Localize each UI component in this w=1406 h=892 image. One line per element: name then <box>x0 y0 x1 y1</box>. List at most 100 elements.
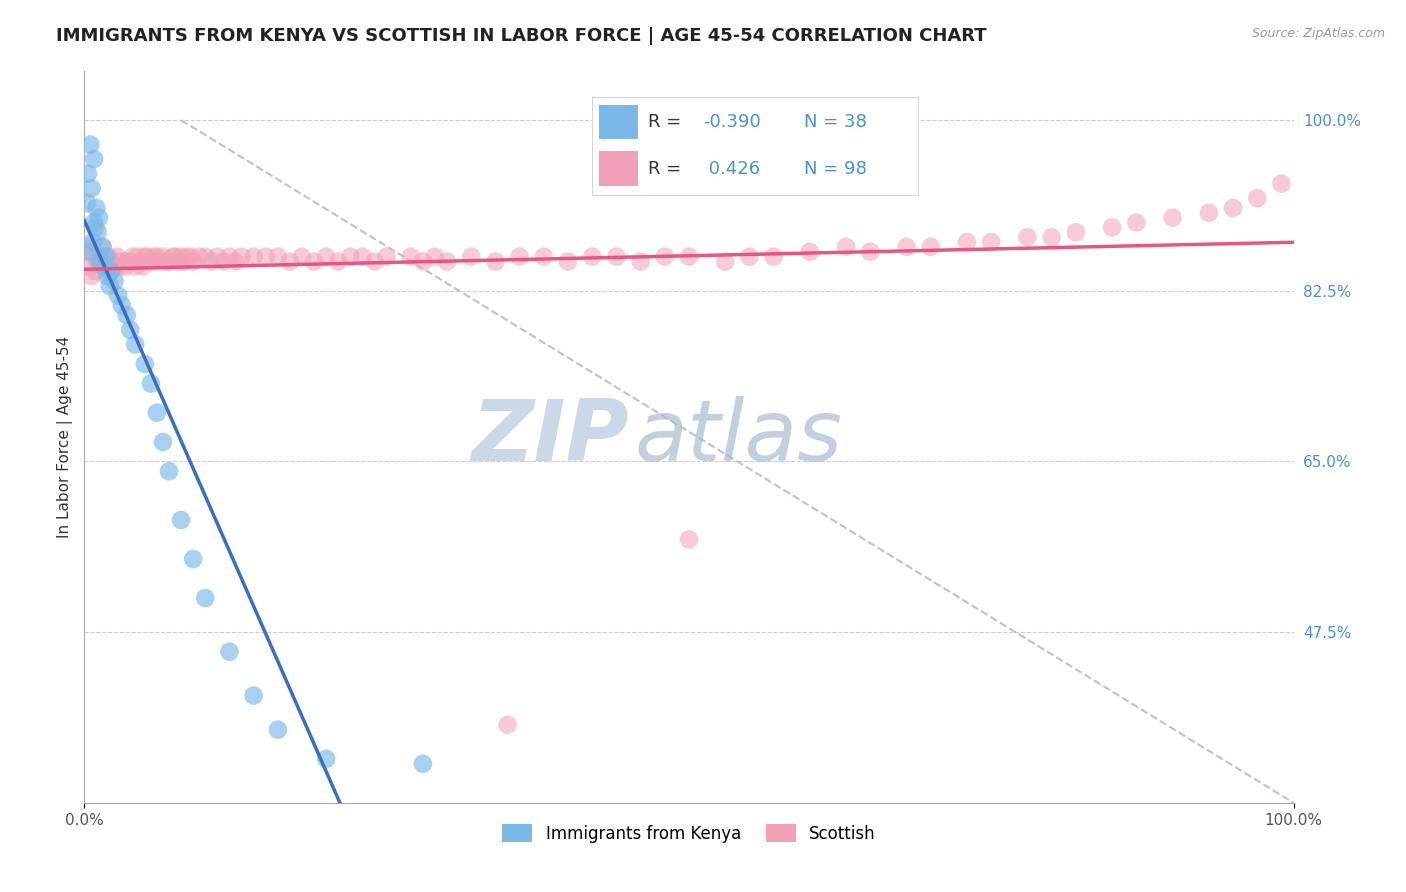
Point <box>136 250 159 264</box>
Point <box>207 250 229 264</box>
Point <box>605 250 627 264</box>
Point <box>124 260 146 274</box>
Point <box>956 235 979 249</box>
Point <box>112 254 135 268</box>
Point <box>363 254 385 268</box>
Point <box>76 196 98 211</box>
Point <box>533 250 555 264</box>
Point <box>77 167 100 181</box>
Point <box>200 254 222 268</box>
Point <box>714 254 737 268</box>
Y-axis label: In Labor Force | Age 45-54: In Labor Force | Age 45-54 <box>58 336 73 538</box>
Point <box>84 220 107 235</box>
Point <box>104 274 127 288</box>
Point <box>1064 225 1087 239</box>
Point <box>1161 211 1184 225</box>
Point <box>100 264 122 278</box>
Point <box>165 250 187 264</box>
Point <box>110 260 132 274</box>
Point <box>79 137 101 152</box>
Point <box>242 689 264 703</box>
Point <box>139 376 162 391</box>
Point <box>148 254 170 268</box>
Point <box>896 240 918 254</box>
Point <box>129 254 152 268</box>
Point <box>194 250 217 264</box>
Point <box>155 254 177 268</box>
Point <box>86 254 108 268</box>
Point <box>100 254 122 268</box>
Point <box>218 645 240 659</box>
Point <box>170 250 193 264</box>
Point <box>225 254 247 268</box>
Point <box>121 250 143 264</box>
Legend: Immigrants from Kenya, Scottish: Immigrants from Kenya, Scottish <box>495 818 883 849</box>
Point <box>157 464 180 478</box>
Point <box>738 250 761 264</box>
Point <box>630 254 652 268</box>
Point <box>180 250 202 264</box>
Point <box>557 254 579 268</box>
Point <box>127 250 149 264</box>
Point <box>146 250 169 264</box>
Point <box>107 288 129 302</box>
Point <box>173 254 195 268</box>
Point <box>83 152 105 166</box>
Point <box>143 250 166 264</box>
Point <box>412 756 434 771</box>
Point <box>218 250 240 264</box>
Text: Source: ZipAtlas.com: Source: ZipAtlas.com <box>1251 27 1385 40</box>
Point <box>152 434 174 449</box>
Point <box>146 406 169 420</box>
Point <box>134 250 156 264</box>
Text: atlas: atlas <box>634 395 842 479</box>
Point <box>1101 220 1123 235</box>
Text: ZIP: ZIP <box>471 395 628 479</box>
Point <box>131 260 153 274</box>
Point <box>83 215 105 229</box>
Point <box>89 254 111 268</box>
Point <box>859 244 882 259</box>
Point <box>91 240 114 254</box>
Point <box>86 201 108 215</box>
Point <box>80 269 103 284</box>
Point <box>84 264 107 278</box>
Point <box>423 250 446 264</box>
Point <box>170 513 193 527</box>
Point <box>399 250 422 264</box>
Point <box>167 254 190 268</box>
Point <box>79 244 101 259</box>
Point <box>162 250 184 264</box>
Point <box>111 298 134 312</box>
Point <box>352 250 374 264</box>
Point <box>83 250 105 264</box>
Point <box>139 254 162 268</box>
Point <box>87 211 110 225</box>
Point <box>1017 230 1039 244</box>
Point <box>97 250 120 264</box>
Point <box>328 254 350 268</box>
Point <box>80 181 103 195</box>
Point <box>412 254 434 268</box>
Point <box>460 250 482 264</box>
Point <box>654 250 676 264</box>
Point <box>496 718 519 732</box>
Point <box>762 250 785 264</box>
Point <box>114 260 136 274</box>
Point <box>117 254 139 268</box>
Point <box>94 250 117 264</box>
Point <box>157 254 180 268</box>
Point <box>291 250 314 264</box>
Point <box>176 250 198 264</box>
Point <box>96 269 118 284</box>
Text: IMMIGRANTS FROM KENYA VS SCOTTISH IN LABOR FORCE | AGE 45-54 CORRELATION CHART: IMMIGRANTS FROM KENYA VS SCOTTISH IN LAB… <box>56 27 987 45</box>
Point <box>1246 191 1268 205</box>
Point <box>1040 230 1063 244</box>
Point <box>1125 215 1147 229</box>
Point <box>89 250 111 264</box>
Point <box>799 244 821 259</box>
Point <box>212 254 235 268</box>
Point <box>835 240 858 254</box>
Point <box>82 235 104 249</box>
Point <box>134 357 156 371</box>
